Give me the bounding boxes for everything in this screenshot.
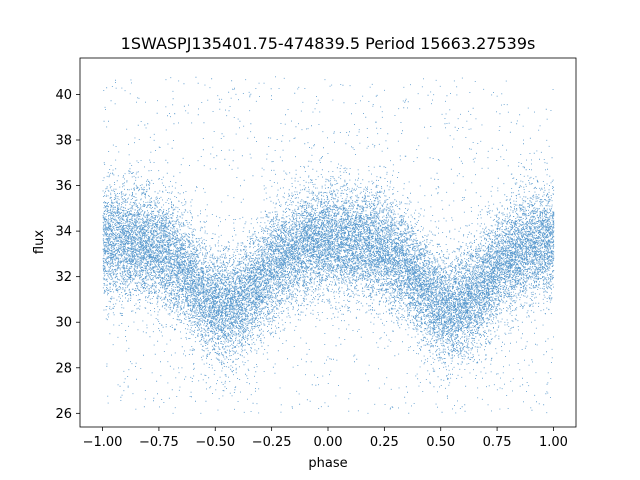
chart-title: 1SWASPJ135401.75-474839.5 Period 15663.2… bbox=[121, 34, 536, 53]
y-tick-label: 32 bbox=[55, 270, 72, 285]
y-tick-label: 38 bbox=[55, 134, 72, 149]
data-points bbox=[102, 76, 555, 414]
plot-area bbox=[79, 57, 577, 428]
x-tick-label: 0.00 bbox=[314, 435, 343, 450]
scatter-points bbox=[102, 76, 555, 414]
y-tick-label: 30 bbox=[55, 316, 72, 331]
x-tick-label: 1.00 bbox=[539, 435, 568, 450]
x-tick-label: −1.00 bbox=[83, 435, 123, 450]
x-tick-label: 0.50 bbox=[426, 435, 455, 450]
y-tick-label: 26 bbox=[55, 407, 72, 422]
x-tick-label: 0.25 bbox=[370, 435, 399, 450]
x-tick-label: −0.50 bbox=[195, 435, 235, 450]
y-tick-label: 34 bbox=[55, 225, 72, 240]
y-tick-label: 40 bbox=[55, 88, 72, 103]
x-tick-label: 0.75 bbox=[483, 435, 512, 450]
y-tick-label: 36 bbox=[55, 179, 72, 194]
x-axis: −1.00 −0.75 −0.50 −0.25 0.00 0.25 0.50 0.75 1.00 bbox=[83, 427, 568, 450]
y-tick-label: 28 bbox=[55, 361, 72, 376]
x-tick-label: −0.25 bbox=[252, 435, 292, 450]
x-axis-label: phase bbox=[308, 456, 347, 471]
x-tick-label: −0.75 bbox=[139, 435, 179, 450]
y-axis: 26 28 30 32 34 36 38 40 bbox=[55, 88, 80, 422]
y-axis-label: flux bbox=[32, 230, 47, 254]
